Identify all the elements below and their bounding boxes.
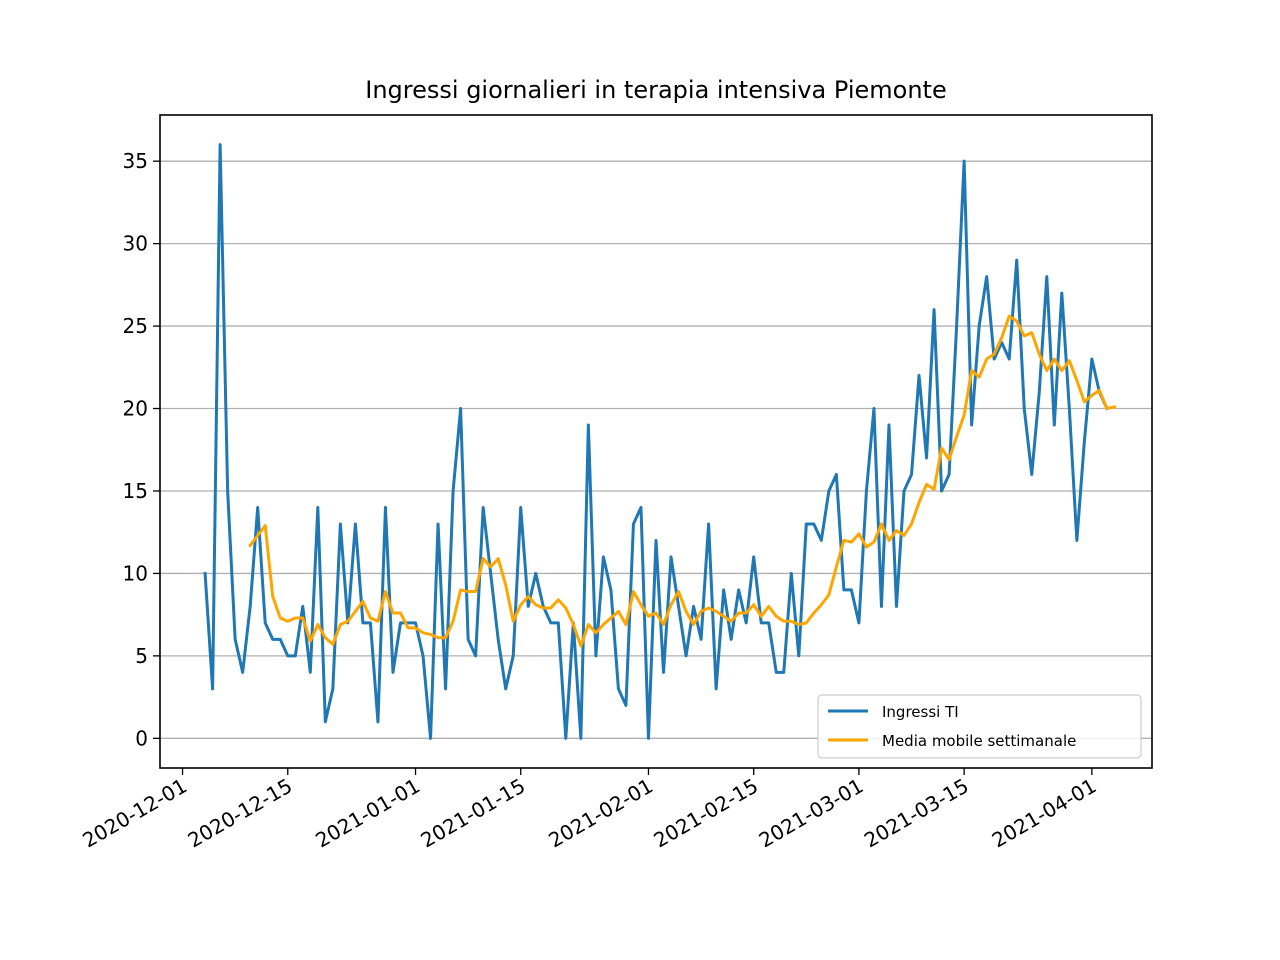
legend-label-media: Media mobile settimanale <box>882 732 1076 750</box>
y-tick-label: 30 <box>123 232 148 256</box>
y-axis: 0 5 10 15 20 25 30 35 <box>123 149 160 750</box>
plot-frame <box>159 114 1153 769</box>
chart-title: Ingressi giornalieri in terapia intensiv… <box>365 76 946 104</box>
y-tick-label: 25 <box>123 314 148 338</box>
y-tick-label: 0 <box>135 726 148 750</box>
series-line-media-mobile <box>248 314 1117 648</box>
y-tick-label: 15 <box>123 479 148 503</box>
legend: Ingressi TI Media mobile settimanale <box>817 694 1142 759</box>
y-tick-label: 10 <box>123 561 148 585</box>
legend-label-ingressi: Ingressi TI <box>882 703 959 721</box>
y-tick-label: 35 <box>123 149 148 173</box>
y-tick-label: 20 <box>123 397 148 421</box>
series-line-ingressi <box>203 143 1109 740</box>
legend-box <box>817 694 1142 759</box>
series-layer <box>203 143 1117 740</box>
y-tick-label: 5 <box>135 644 148 668</box>
